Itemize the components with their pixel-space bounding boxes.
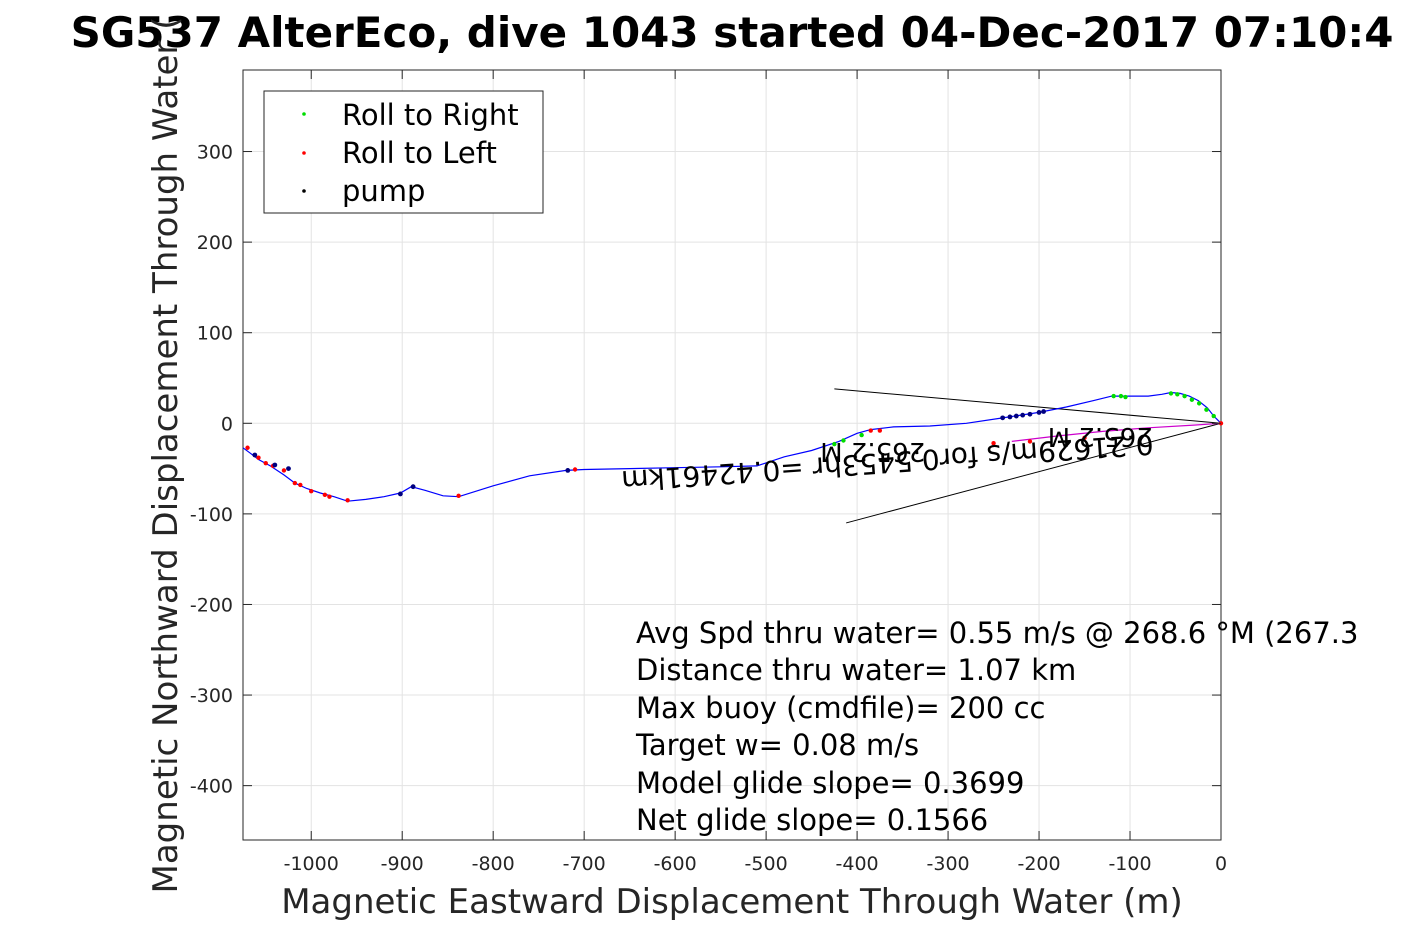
roll-right-point	[859, 432, 864, 438]
avg-speed-text: Avg Spd thru water= 0.55 m/s @ 268.6 °M …	[636, 616, 1358, 650]
pump-point	[1013, 413, 1019, 419]
x-axis-label: Magnetic Eastward Displacement Through W…	[281, 882, 1183, 922]
roll-left-point	[1082, 435, 1087, 440]
max-buoy-text: Max buoy (cmdfile)= 200 cc	[636, 691, 1045, 725]
legend-box	[263, 90, 544, 214]
legend: Roll to Right Roll to Left pump	[263, 90, 544, 214]
roll-left-point	[877, 428, 883, 433]
roll-right-point	[1196, 401, 1202, 406]
pump-point	[565, 468, 571, 473]
x-tick-label: -800	[472, 853, 515, 875]
pump-point	[1007, 414, 1013, 420]
y-tick-label: -200	[190, 594, 233, 616]
net-glide-text: Net glide slope= 0.1566	[636, 803, 988, 837]
legend-roll-left-marker	[302, 151, 306, 155]
distance-text: Distance thru water= 1.07 km	[636, 653, 1076, 687]
pump-point	[1000, 415, 1006, 421]
pump-point	[1036, 410, 1042, 415]
pump-point	[410, 484, 416, 490]
return-leg-line	[1011, 422, 1222, 442]
pump-point	[272, 462, 278, 468]
pump-point	[286, 466, 291, 471]
x-tick-label: -500	[745, 853, 788, 875]
roll-right-point	[1175, 392, 1180, 397]
roll-left-point	[298, 482, 303, 488]
plot-area-frame	[242, 69, 1222, 841]
roll-left-point	[245, 445, 250, 450]
pump-point	[397, 491, 403, 497]
heading-line	[846, 422, 1222, 524]
x-tick-label: -1000	[284, 853, 339, 875]
x-tick-label: -600	[654, 853, 697, 875]
roll-right-point	[832, 441, 837, 447]
legend-pump-label: pump	[342, 174, 425, 208]
target-w-text: Target w= 0.08 m/s	[635, 728, 919, 762]
roll-left-point	[322, 492, 328, 498]
x-tick-label: -900	[381, 853, 424, 875]
roll-right-point	[1123, 394, 1128, 400]
y-tick-label: 200	[197, 232, 233, 254]
x-tick-label: -300	[927, 853, 970, 875]
roll-left-point	[281, 468, 287, 473]
pump-point	[252, 452, 258, 458]
roll-left-point	[256, 455, 261, 460]
pump-point	[1020, 412, 1026, 418]
y-tick-label: -400	[190, 776, 233, 798]
marks-layer	[245, 391, 1224, 503]
roll-left-point	[572, 467, 578, 472]
x-tick-label: -100	[1108, 853, 1151, 875]
y-axis-label: Magnetic Northward Displacement Through …	[146, 17, 186, 894]
roll-right-point	[1182, 393, 1187, 399]
x-tick-label: -400	[836, 853, 879, 875]
chart-title: SG537 AlterEco, dive 1043 started 04-Dec…	[71, 8, 1394, 57]
legend-pump-marker	[302, 189, 306, 193]
pump-point	[1041, 409, 1046, 414]
y-tick-label: 100	[197, 323, 233, 345]
roll-right-point	[1111, 393, 1116, 399]
roll-right-point	[1118, 393, 1124, 399]
roll-right-point	[1211, 413, 1216, 419]
y-tick-label: 0	[221, 413, 233, 435]
roll-right-point	[1168, 391, 1174, 396]
x-tick-label: -200	[1017, 853, 1060, 875]
roll-left-point	[991, 441, 996, 446]
legend-roll-right-label: Roll to Right	[342, 98, 519, 132]
roll-left-point	[1027, 439, 1033, 444]
x-tick-label: 0	[1215, 853, 1227, 875]
roll-left-point	[292, 480, 298, 486]
roll-left-point	[456, 493, 461, 498]
roll-left-point	[868, 428, 873, 433]
roll-left-point	[309, 489, 314, 494]
roll-right-point	[1204, 407, 1209, 412]
roll-right-point	[841, 438, 846, 443]
roll-left-point	[345, 498, 350, 503]
legend-roll-left-label: Roll to Left	[342, 136, 497, 170]
y-tick-label: 300	[197, 142, 233, 164]
stats-annotations: Avg Spd thru water= 0.55 m/s @ 268.6 °M …	[635, 616, 1358, 837]
dive-track-line	[242, 391, 1222, 502]
tick-labels: -1000 -900 -800 -700 -600 -500 -400 -300 -200 -10…	[190, 70, 1227, 875]
heading-line	[834, 388, 1222, 424]
lines-layer	[242, 388, 1222, 524]
heading-overlay-text: 265.2 M	[1048, 421, 1153, 451]
legend-roll-right-marker	[302, 112, 306, 116]
x-tick-label: -700	[563, 853, 606, 875]
y-tick-label: -100	[190, 504, 233, 526]
model-glide-text: Model glide slope= 0.3699	[636, 766, 1024, 800]
y-tick-label: -300	[190, 685, 233, 707]
pump-point	[1027, 411, 1033, 417]
heading-overlay-text: 265.2 M	[820, 436, 925, 466]
roll-left-point	[327, 494, 332, 499]
roll-left-point	[263, 460, 268, 466]
roll-right-point	[1189, 397, 1195, 402]
